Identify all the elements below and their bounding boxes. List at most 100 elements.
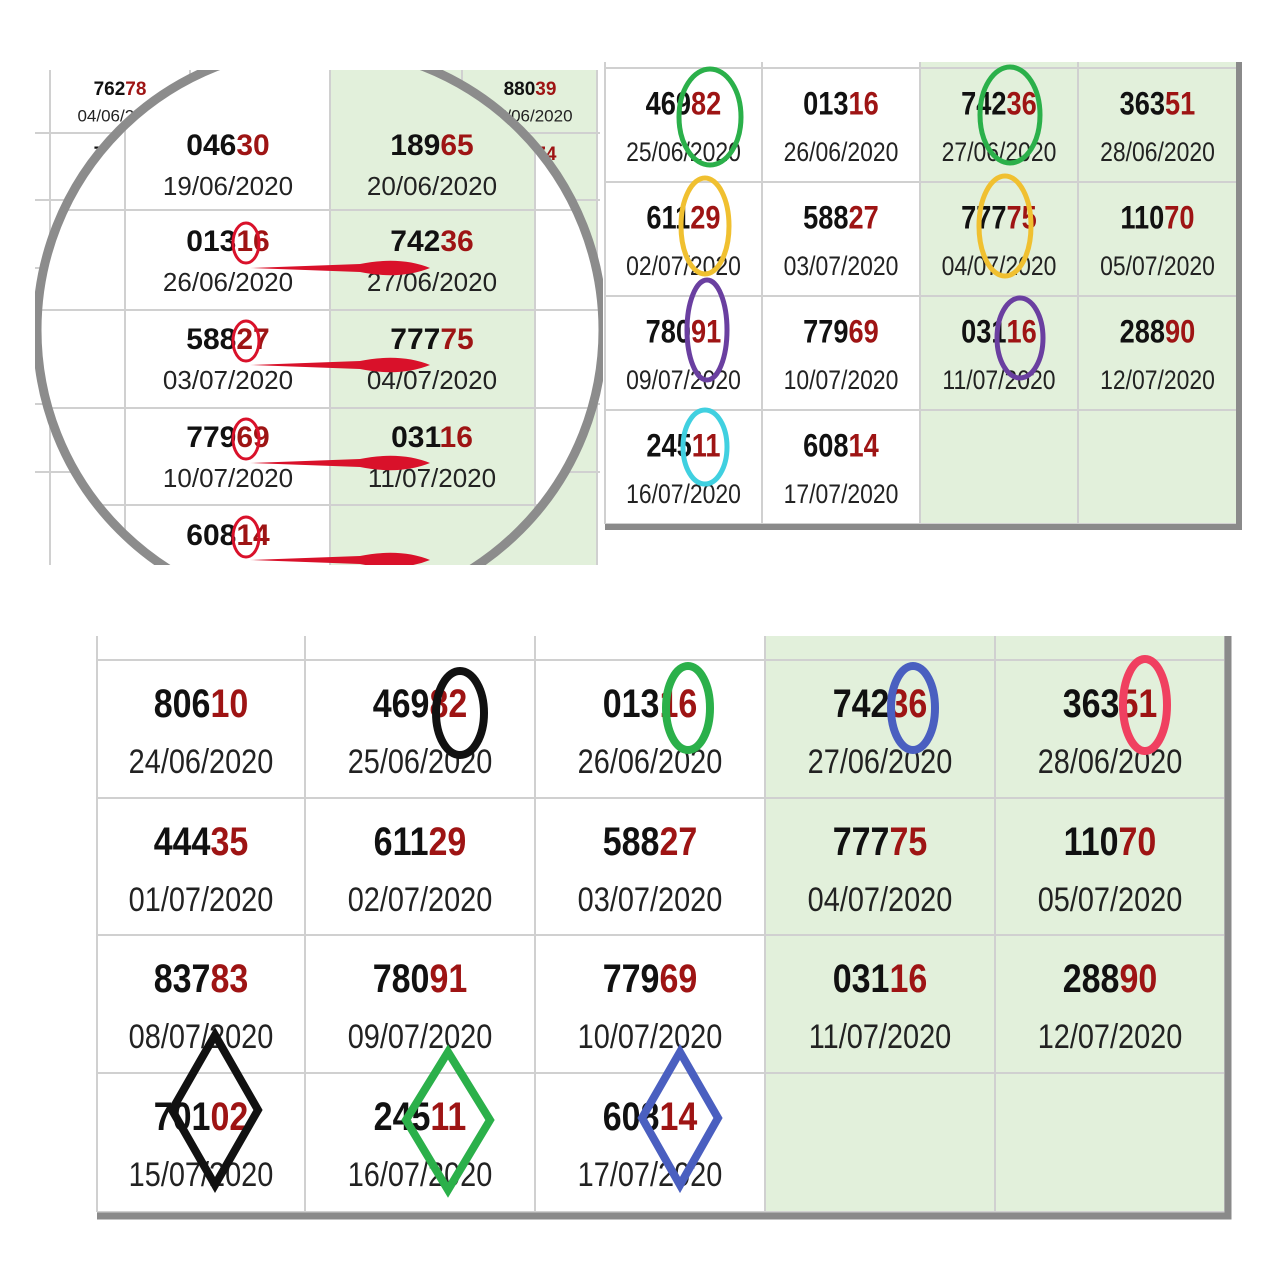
number-tail: 90 [1165,314,1195,350]
circle-mark [678,175,732,277]
number-tail: 16 [440,421,473,454]
date: 28/06/2020 [1038,742,1183,781]
lens-content: 0463019/06/20201896520/06/20200131626/06… [37,70,603,565]
number-tail: 75 [440,323,473,356]
number-tail: 14 [236,519,270,552]
number-head: 777 [390,323,440,356]
number-head: 777 [833,818,890,863]
date: 09/07/2020 [348,1017,493,1056]
number: 61129 [374,818,467,863]
number-head: 780 [373,955,430,1000]
number-tail: 36 [1007,86,1037,122]
date: 16/07/2020 [348,1155,493,1194]
circle-mark [231,417,261,461]
number-head: 779 [603,955,660,1000]
number-head: 762 [94,79,126,100]
number: 24511 [374,1093,467,1138]
circle-mark [976,173,1034,279]
date: 05/07/2020 [1100,251,1215,281]
number: 01316 [803,86,879,122]
circle-mark [231,319,261,363]
annotations [167,64,1171,1198]
number-tail: 16 [889,955,927,1000]
number-tail: 11 [692,428,721,464]
diamond-mark [401,1044,495,1198]
circle-mark [684,277,730,383]
date: 28/06/2020 [1100,137,1215,167]
number-tail: 29 [690,200,720,236]
number: 78091 [373,955,468,1000]
number-head: 288 [1120,314,1165,350]
number-head: 588 [603,818,660,863]
number: 58827 [603,818,698,863]
date: 11/07/2020 [942,365,1055,395]
zoom-panel: 7627804/06/202079913189328803907/06/2020… [35,70,603,565]
number: 11070 [1120,200,1194,236]
number: 03116 [833,955,928,1000]
number-tail: 36 [440,225,473,258]
circle-mark [1119,655,1171,755]
number: 77775 [833,818,928,863]
circle-mark [662,662,714,754]
number-tail: 27 [849,200,879,236]
number: 74236 [833,680,928,725]
number-tail: 70 [1164,200,1194,236]
number-tail: 35 [210,818,248,863]
number: 78091 [646,314,722,350]
date: 12/07/2020 [1100,365,1215,395]
number: 77969 [186,421,269,454]
number-tail: 27 [236,323,269,356]
date: 27/06/2020 [942,137,1057,167]
number: 77969 [803,314,879,350]
number-head: 777 [961,200,1006,236]
number-head: 611 [374,818,429,863]
date: 17/07/2020 [784,479,899,509]
number-head: 779 [803,314,848,350]
number-tail: 65 [440,129,473,162]
circle-mark [231,515,261,559]
number-head: 608 [803,428,848,464]
number: 46982 [373,680,468,725]
number-head: 363 [1120,86,1165,122]
date: 26/06/2020 [784,137,899,167]
magnifier: 0463019/06/20201896520/06/20200131626/06… [35,70,603,565]
date: 17/07/2020 [578,1155,723,1194]
circle-mark [887,662,939,754]
number-head: 588 [803,200,848,236]
number: 01316 [603,680,698,725]
number-head: 742 [390,225,440,258]
circle-mark [432,667,488,759]
number: 28890 [1063,955,1158,1000]
date: 26/06/2020 [163,267,293,297]
number-tail: 70 [1119,818,1157,863]
number-tail: 90 [1119,955,1157,1000]
number-tail: 16 [1007,314,1037,350]
number: 77775 [390,323,473,356]
date: 04/07/2020 [808,880,953,919]
number: 04630 [186,129,269,162]
number-head: 110 [1120,200,1164,236]
number-head: 880 [504,79,536,100]
top-table: 4698225/06/20200131626/06/20207423627/06… [604,62,1242,530]
number: 44435 [154,818,249,863]
number-head: 780 [646,314,691,350]
date: 03/07/2020 [784,251,899,281]
number-head: 363 [1063,680,1120,725]
number-tail: 29 [429,818,467,863]
number-tail: 82 [691,86,721,122]
date: 05/07/2020 [1038,880,1183,919]
number-head: 742 [833,680,890,725]
number: 77775 [961,200,1037,236]
number-tail: 51 [1165,86,1195,122]
arrow [250,455,430,471]
number: 36351 [1120,86,1196,122]
number-head: 013 [603,680,660,725]
arrow [250,552,430,565]
lens-rim [35,70,603,565]
date: 10/07/2020 [784,365,899,395]
number-tail: 69 [236,421,269,454]
number-head: 031 [833,955,890,1000]
date: 03/07/2020 [163,365,293,395]
circle-mark [977,64,1043,166]
